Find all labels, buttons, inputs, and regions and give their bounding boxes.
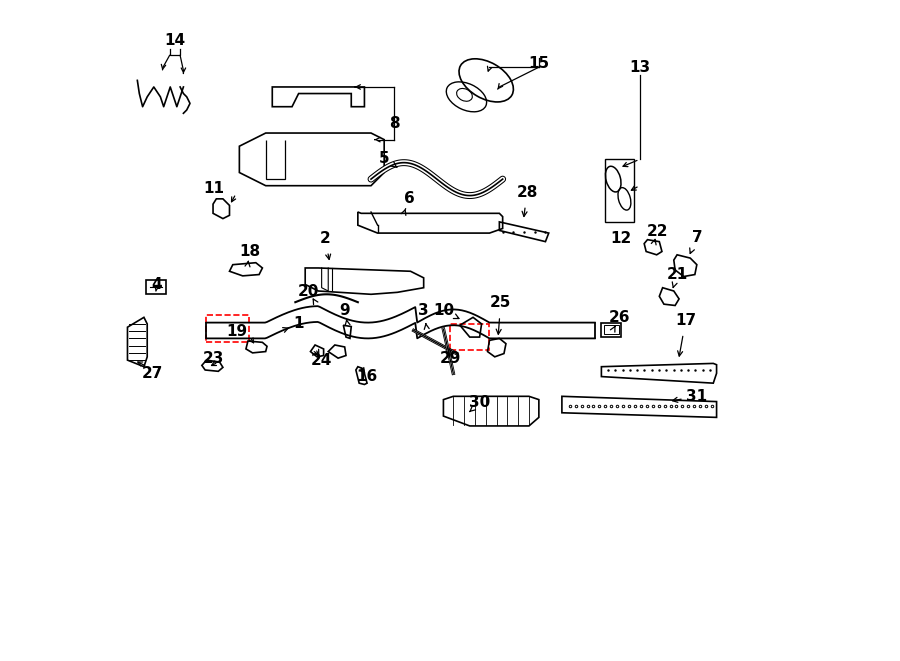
Text: 27: 27: [142, 366, 163, 381]
Text: 24: 24: [311, 352, 332, 368]
Bar: [604, 325, 618, 334]
Text: 13: 13: [629, 59, 650, 75]
Text: 30: 30: [469, 395, 491, 410]
Text: 6: 6: [404, 191, 415, 206]
Text: 23: 23: [202, 350, 224, 366]
Bar: [601, 323, 621, 337]
Text: 14: 14: [165, 34, 185, 48]
Text: 25: 25: [490, 295, 511, 311]
Text: 1: 1: [293, 317, 304, 331]
Text: 4: 4: [152, 277, 162, 292]
Text: 21: 21: [667, 267, 688, 282]
Text: 9: 9: [339, 303, 350, 318]
Text: 19: 19: [227, 324, 248, 338]
Bar: [146, 280, 166, 294]
Text: 15: 15: [528, 56, 549, 71]
Text: 2: 2: [320, 231, 330, 246]
Text: 7: 7: [691, 229, 702, 245]
Text: 11: 11: [203, 182, 224, 196]
Text: 12: 12: [610, 231, 632, 246]
Text: 16: 16: [356, 369, 378, 384]
Text: 20: 20: [298, 284, 320, 299]
Text: 31: 31: [687, 389, 707, 404]
Bar: [206, 315, 249, 342]
Text: 3: 3: [418, 303, 429, 318]
Text: 28: 28: [517, 185, 537, 200]
Text: 29: 29: [439, 350, 461, 366]
Bar: [450, 324, 490, 350]
Text: 17: 17: [675, 313, 697, 328]
Bar: [605, 159, 634, 222]
Text: 5: 5: [379, 151, 390, 165]
Text: 26: 26: [609, 310, 631, 325]
Text: 8: 8: [389, 116, 400, 131]
Text: 18: 18: [239, 244, 260, 259]
Text: 22: 22: [646, 224, 668, 239]
Text: 10: 10: [433, 303, 454, 318]
